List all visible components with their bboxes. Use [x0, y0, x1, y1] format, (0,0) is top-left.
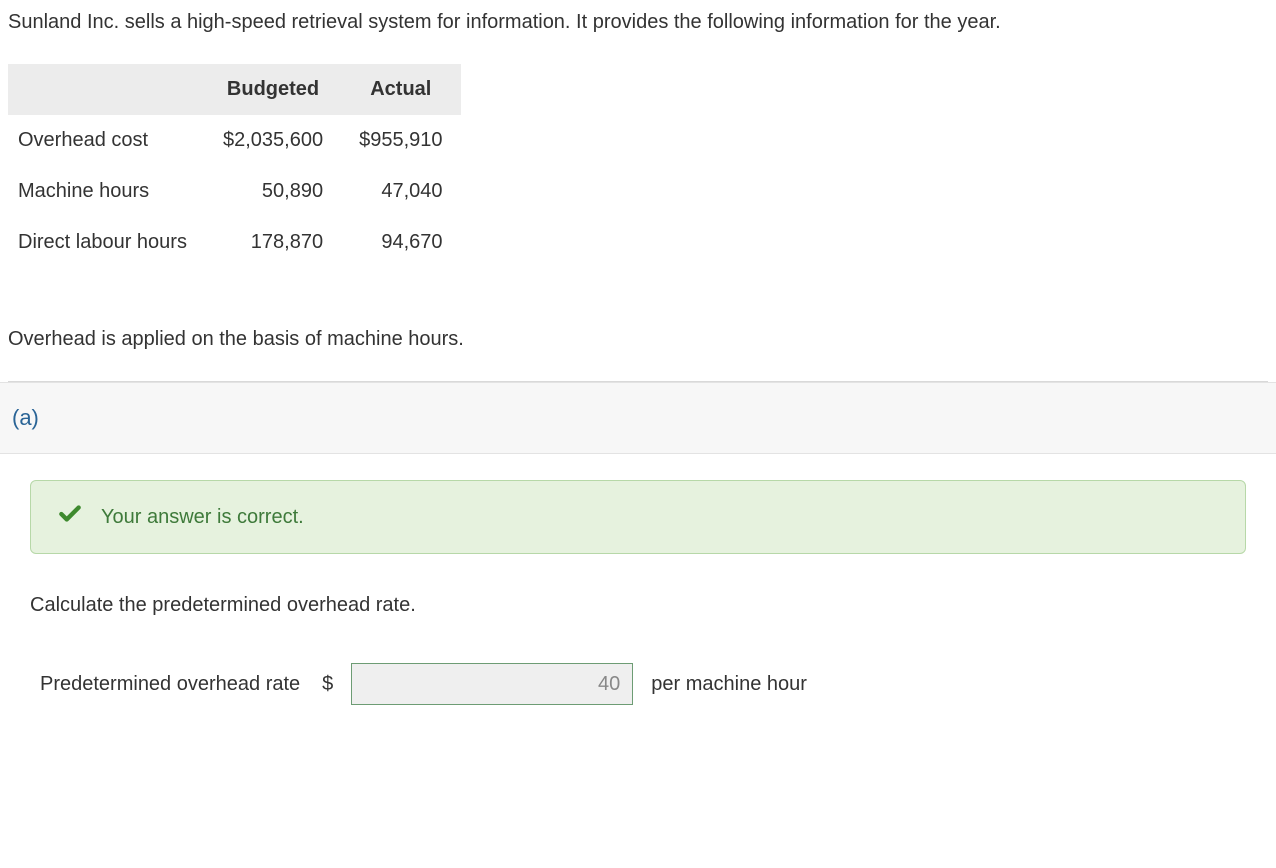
currency-symbol: $	[322, 673, 333, 696]
part-header: (a)	[0, 382, 1276, 454]
feedback-banner: Your answer is correct.	[30, 480, 1246, 554]
data-table: Budgeted Actual Overhead cost $2,035,600…	[8, 64, 461, 268]
problem-intro: Sunland Inc. sells a high-speed retrieva…	[8, 8, 1268, 36]
feedback-message: Your answer is correct.	[101, 506, 304, 529]
overhead-basis-note: Overhead is applied on the basis of mach…	[8, 328, 1268, 351]
table-header-actual: Actual	[341, 64, 460, 115]
table-header-budgeted: Budgeted	[205, 64, 341, 115]
row-budgeted: 50,890	[205, 166, 341, 217]
answer-label: Predetermined overhead rate	[40, 673, 300, 696]
table-header-blank	[8, 64, 205, 115]
table-row: Machine hours 50,890 47,040	[8, 166, 461, 217]
row-actual: $955,910	[341, 115, 460, 166]
row-budgeted: 178,870	[205, 217, 341, 268]
part-label: (a)	[6, 405, 39, 430]
table-header-row: Budgeted Actual	[8, 64, 461, 115]
check-icon	[57, 501, 83, 533]
row-label: Overhead cost	[8, 115, 205, 166]
row-actual: 94,670	[341, 217, 460, 268]
row-label: Direct labour hours	[8, 217, 205, 268]
answer-row: Predetermined overhead rate $ per machin…	[30, 663, 1246, 705]
row-label: Machine hours	[8, 166, 205, 217]
question-text: Calculate the predetermined overhead rat…	[30, 594, 1246, 617]
row-actual: 47,040	[341, 166, 460, 217]
table-row: Overhead cost $2,035,600 $955,910	[8, 115, 461, 166]
overhead-rate-input[interactable]	[351, 663, 633, 705]
table-row: Direct labour hours 178,870 94,670	[8, 217, 461, 268]
answer-unit: per machine hour	[651, 673, 807, 696]
row-budgeted: $2,035,600	[205, 115, 341, 166]
